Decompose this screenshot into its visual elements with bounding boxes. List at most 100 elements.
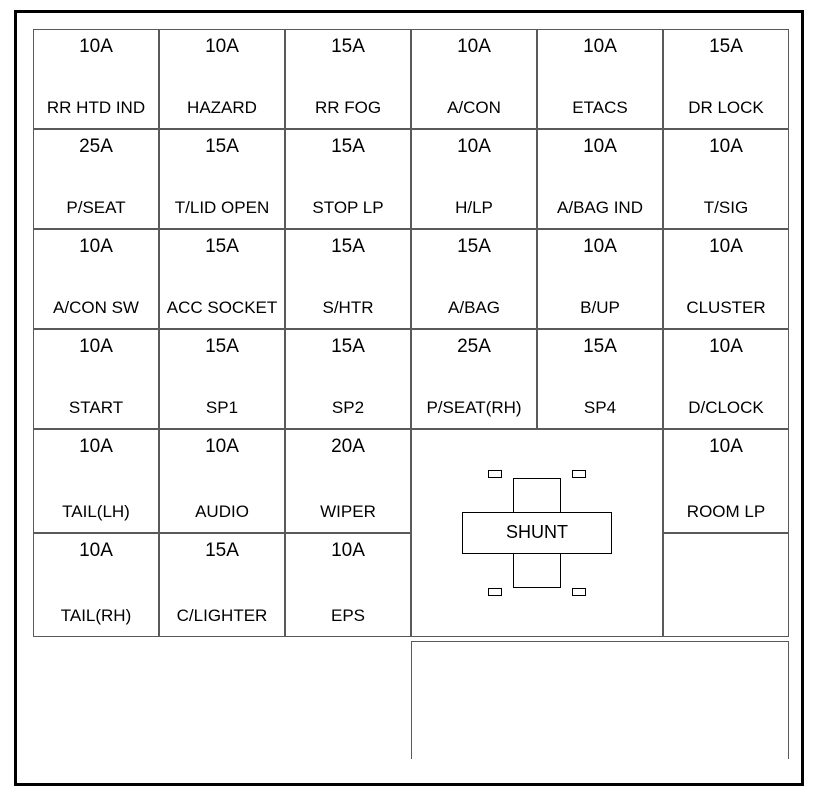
fuse-cell: 10A H/LP: [411, 129, 537, 229]
fuse-label: C/LIGHTER: [160, 606, 284, 626]
fuse-cell: 10A ETACS: [537, 29, 663, 129]
fuse-cell: 10A AUDIO: [159, 429, 285, 533]
fuse-cell: 10A EPS: [285, 533, 411, 637]
fuse-amp: 10A: [583, 36, 617, 58]
fuse-amp: 15A: [331, 136, 365, 158]
fuse-amp: 15A: [205, 540, 239, 562]
fuse-amp: 10A: [79, 540, 113, 562]
fuse-label: TAIL(LH): [34, 502, 158, 522]
fuse-label: T/LID OPEN: [160, 198, 284, 218]
fuse-amp: 25A: [457, 336, 491, 358]
fuse-cell: 10A HAZARD: [159, 29, 285, 129]
fuse-label: A/BAG: [412, 298, 536, 318]
fuse-label: ROOM LP: [664, 502, 788, 522]
fuse-label: SP4: [538, 398, 662, 418]
fuse-label: P/SEAT: [34, 198, 158, 218]
fuse-cell: 15A ACC SOCKET: [159, 229, 285, 329]
fuse-cell-empty: [663, 533, 789, 637]
fuse-cell: 10A TAIL(LH): [33, 429, 159, 533]
shunt-cell: SHUNT: [411, 429, 663, 637]
fuse-amp: 15A: [331, 236, 365, 258]
fuse-cell: 10A CLUSTER: [663, 229, 789, 329]
fuse-label: AUDIO: [160, 502, 284, 522]
fuse-amp: 15A: [205, 236, 239, 258]
fuse-amp: 10A: [709, 336, 743, 358]
fuse-amp: 10A: [583, 136, 617, 158]
fuse-amp: 10A: [457, 136, 491, 158]
fuse-cell: 15A RR FOG: [285, 29, 411, 129]
fuse-label: T/SIG: [664, 198, 788, 218]
fuse-row: 10A RR HTD IND 10A HAZARD 15A RR FOG 10A…: [33, 29, 789, 129]
fuse-cell: 15A T/LID OPEN: [159, 129, 285, 229]
fuse-label: ACC SOCKET: [160, 298, 284, 318]
fuse-amp: 10A: [709, 236, 743, 258]
fuse-cell: 10A A/BAG IND: [537, 129, 663, 229]
fuse-label: EPS: [286, 606, 410, 626]
fuse-box-frame: 10A RR HTD IND 10A HAZARD 15A RR FOG 10A…: [14, 10, 804, 786]
fuse-amp: 10A: [79, 36, 113, 58]
fuse-cell: 10A A/CON: [411, 29, 537, 129]
fuse-label: WIPER: [286, 502, 410, 522]
fuse-amp: 10A: [457, 36, 491, 58]
fuse-cell: 15A SP4: [537, 329, 663, 429]
fuse-amp: 10A: [583, 236, 617, 258]
fuse-cell: 15A DR LOCK: [663, 29, 789, 129]
fuse-row: 10A A/CON SW 15A ACC SOCKET 15A S/HTR 15…: [33, 229, 789, 329]
shunt-icon: SHUNT: [462, 478, 612, 588]
fuse-amp: 15A: [583, 336, 617, 358]
fuse-label: CLUSTER: [664, 298, 788, 318]
fuse-row: 10A START 15A SP1 15A SP2 25A P/SEAT(RH)…: [33, 329, 789, 429]
fuse-amp: 15A: [205, 136, 239, 158]
fuse-row: 10A TAIL(LH) 10A AUDIO 20A WIPER 10A: [33, 429, 789, 637]
fuse-cell: 10A B/UP: [537, 229, 663, 329]
fuse-label: HAZARD: [160, 98, 284, 118]
fuse-amp: 15A: [331, 36, 365, 58]
fuse-label: A/BAG IND: [538, 198, 662, 218]
fuse-grid: 10A RR HTD IND 10A HAZARD 15A RR FOG 10A…: [33, 29, 789, 637]
fuse-amp: 10A: [205, 436, 239, 458]
fuse-label: SP1: [160, 398, 284, 418]
fuse-cell: 10A TAIL(RH): [33, 533, 159, 637]
fuse-label: A/CON: [412, 98, 536, 118]
fuse-label: SP2: [286, 398, 410, 418]
fuse-label: S/HTR: [286, 298, 410, 318]
fuse-cell: 20A WIPER: [285, 429, 411, 533]
fuse-amp: 10A: [709, 136, 743, 158]
fuse-label: ETACS: [538, 98, 662, 118]
fuse-cell: 15A SP2: [285, 329, 411, 429]
fuse-cell: 10A START: [33, 329, 159, 429]
fuse-label: RR FOG: [286, 98, 410, 118]
fuse-amp: 15A: [457, 236, 491, 258]
fuse-label: START: [34, 398, 158, 418]
fuse-cell: 10A D/CLOCK: [663, 329, 789, 429]
fuse-label: D/CLOCK: [664, 398, 788, 418]
fuse-cell: 10A ROOM LP: [663, 429, 789, 533]
fuse-amp: 10A: [205, 36, 239, 58]
fuse-row: 25A P/SEAT 15A T/LID OPEN 15A STOP LP 10…: [33, 129, 789, 229]
bottom-panel: [411, 641, 789, 759]
fuse-label: P/SEAT(RH): [412, 398, 536, 418]
fuse-label: H/LP: [412, 198, 536, 218]
fuse-label: DR LOCK: [664, 98, 788, 118]
fuse-label: B/UP: [538, 298, 662, 318]
fuse-amp: 10A: [79, 436, 113, 458]
fuse-amp: 25A: [79, 136, 113, 158]
fuse-label: TAIL(RH): [34, 606, 158, 626]
fuse-cell: 15A STOP LP: [285, 129, 411, 229]
fuse-cell: 10A A/CON SW: [33, 229, 159, 329]
fuse-amp: 20A: [331, 436, 365, 458]
fuse-amp: 10A: [709, 436, 743, 458]
fuse-amp: 10A: [79, 236, 113, 258]
fuse-cell: 15A C/LIGHTER: [159, 533, 285, 637]
fuse-amp: 10A: [331, 540, 365, 562]
fuse-cell: 25A P/SEAT: [33, 129, 159, 229]
fuse-amp: 15A: [709, 36, 743, 58]
fuse-label: STOP LP: [286, 198, 410, 218]
fuse-label: A/CON SW: [34, 298, 158, 318]
fuse-label: RR HTD IND: [34, 98, 158, 118]
shunt-label: SHUNT: [462, 522, 612, 543]
fuse-cell: 10A RR HTD IND: [33, 29, 159, 129]
fuse-amp: 10A: [79, 336, 113, 358]
fuse-amp: 15A: [205, 336, 239, 358]
fuse-amp: 15A: [331, 336, 365, 358]
